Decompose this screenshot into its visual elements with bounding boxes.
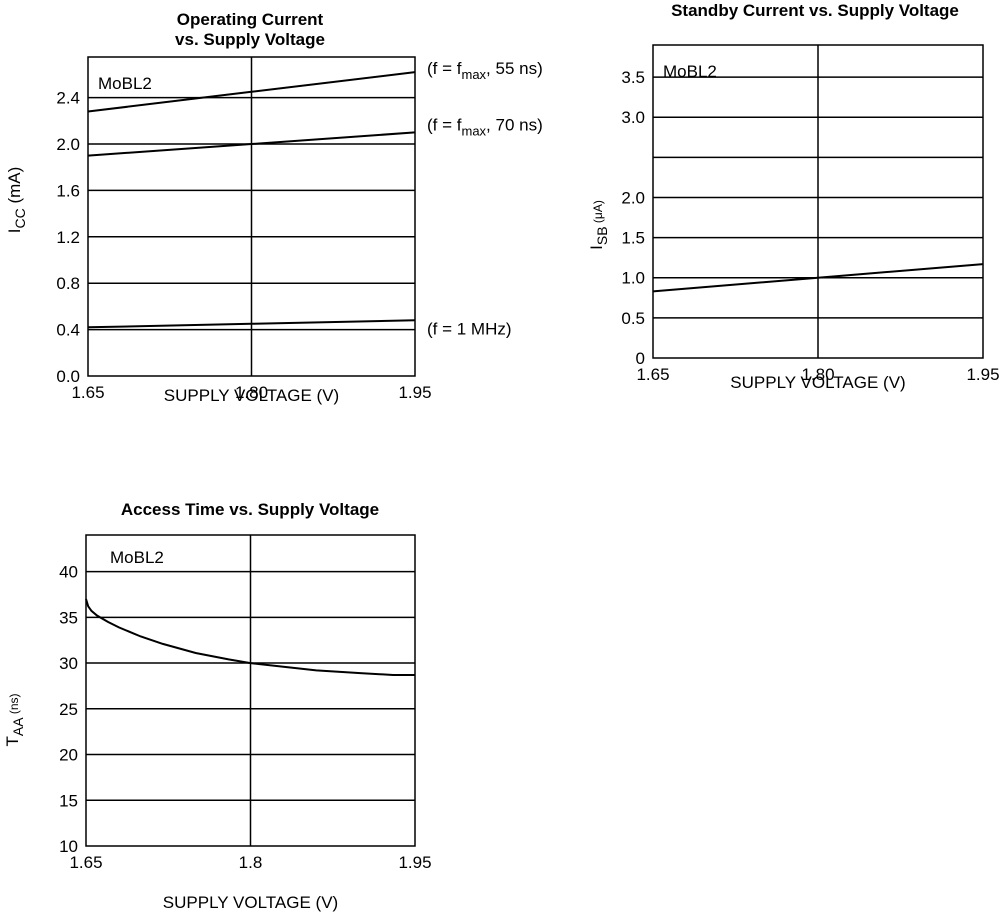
y-tick-label: 3.0 [621, 108, 645, 127]
y-tick-label: 0 [636, 349, 645, 368]
x-axis-label: SUPPLY VOLTAGE (V) [730, 373, 905, 392]
y-tick-label: 20 [59, 746, 78, 765]
series-line [87, 131, 416, 157]
device-label: MoBL2 [663, 62, 717, 81]
annotation-subscript: max [461, 123, 486, 138]
series-line [85, 598, 415, 676]
device-label: MoBL2 [110, 548, 164, 567]
y-tick-label: 0.8 [56, 274, 80, 293]
series-line [87, 71, 416, 113]
plot-frame [652, 44, 984, 359]
y-tick-label: 35 [59, 608, 78, 627]
y-axis-label-unit: (μA) [591, 200, 605, 226]
series-annotation: (f = fmax, 55 ns) [427, 59, 543, 82]
x-axis-label: SUPPLY VOLTAGE (V) [164, 386, 339, 405]
plot-frame [87, 56, 416, 377]
plot-frame [85, 534, 416, 847]
annotation-subscript: max [461, 67, 486, 82]
annotation-text-end: , 55 ns) [486, 59, 543, 78]
y-axis-label: ICC (mA) [5, 167, 28, 234]
y-axis-label-main: I [587, 245, 606, 250]
x-tick-label: 1.95 [398, 383, 431, 402]
device-label: MoBL2 [98, 74, 152, 93]
x-tick-label: 1.80 [235, 383, 268, 402]
y-tick-label: 0.5 [621, 309, 645, 328]
x-tick-label: 1.95 [398, 853, 431, 872]
y-tick-label: 1.6 [56, 181, 80, 200]
x-tick-label: 1.8 [239, 853, 263, 872]
series-line [87, 319, 416, 329]
y-tick-label: 3.5 [621, 68, 645, 87]
y-tick-label: 30 [59, 654, 78, 673]
x-axis-label: SUPPLY VOLTAGE (V) [163, 893, 338, 912]
annotation-text: (f = f [427, 115, 462, 134]
y-tick-label: 1.2 [56, 228, 80, 247]
chart-title: Operating Current [177, 10, 324, 29]
x-tick-label: 1.65 [71, 383, 104, 402]
series-annotation: (f = fmax, 70 ns) [427, 115, 543, 138]
x-tick-label: 1.95 [966, 365, 999, 384]
y-axis-label-subscript: CC [12, 208, 28, 228]
annotation-text: (f = f [427, 59, 462, 78]
y-axis-label-unit: (ns) [7, 693, 21, 717]
chart-title: Access Time vs. Supply Voltage [121, 500, 379, 519]
annotation-text-end: , 70 ns) [486, 115, 543, 134]
y-tick-label: 10 [59, 837, 78, 856]
y-tick-label: 15 [59, 791, 78, 810]
y-axis-label-subscript: AA [10, 717, 26, 736]
y-tick-label: 2.0 [56, 135, 80, 154]
annotation-text: (f = 1 MHz) [427, 319, 512, 338]
y-tick-label: 25 [59, 700, 78, 719]
chart-access-time: Access Time vs. Supply Voltage 10 15 20 25 30… [3, 500, 432, 912]
y-tick-label: 1.5 [621, 229, 645, 248]
chart-standby-current: Standby Current vs. Supply Voltage 0 0.5 1.… [587, 1, 1000, 392]
chart-title: Standby Current vs. Supply Voltage [671, 1, 959, 20]
y-tick-label: 0.0 [56, 367, 80, 386]
y-axis-label: ISB (μA) [587, 200, 610, 250]
y-axis-label-subscript: SB [594, 226, 610, 245]
y-tick-label: 1.0 [621, 269, 645, 288]
chart-title: vs. Supply Voltage [175, 30, 325, 49]
x-tick-label: 1.65 [636, 365, 669, 384]
x-tick-label: 1.65 [69, 853, 102, 872]
y-tick-label: 40 [59, 563, 78, 582]
y-tick-label: 0.4 [56, 321, 80, 340]
series-annotation: (f = 1 MHz) [427, 319, 512, 338]
y-axis-label-main: T [3, 736, 22, 746]
y-axis-label: TAA (ns) [3, 693, 26, 746]
series-line [652, 263, 984, 293]
y-tick-label: 2.0 [621, 188, 645, 207]
y-axis-label-unit: (mA) [5, 167, 24, 209]
y-axis-label-main: I [5, 229, 24, 234]
x-tick-label: 1.80 [801, 365, 834, 384]
y-tick-label: 2.4 [56, 89, 80, 108]
